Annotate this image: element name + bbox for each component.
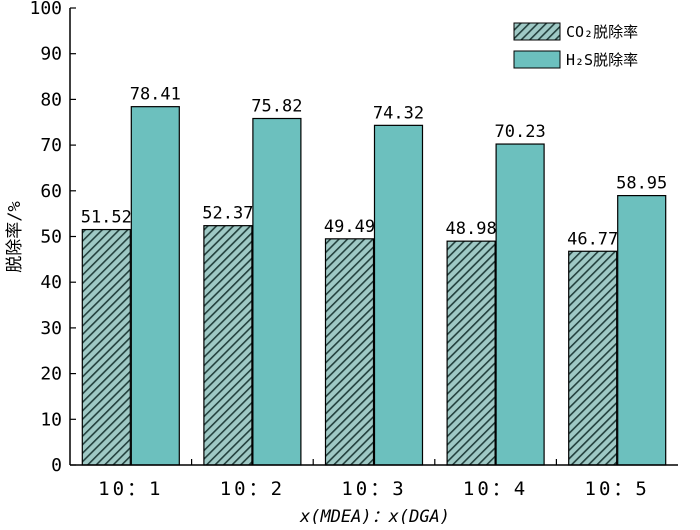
bar-h2s-1	[130, 106, 180, 466]
legend-swatch-h2s	[513, 50, 561, 69]
data-label-co2-3: 49.49	[324, 217, 375, 237]
x-category-label-2: 10：2	[220, 478, 285, 500]
bar-co2-1	[81, 228, 131, 466]
legend-swatch-co2	[513, 22, 561, 41]
y-tick-label-50: 50	[40, 227, 62, 248]
y-tick-label-90: 90	[40, 44, 62, 65]
y-tick-label-20: 20	[40, 364, 62, 385]
x-category-label-4: 10：4	[463, 478, 528, 500]
plot-area: 0 10 20 30 40 50 60 70 80 90 100 10：1 51.52 78.41 10：2…	[29, 0, 667, 500]
y-tick-label-70: 70	[40, 135, 62, 156]
legend-label-co2: CO₂脱除率	[566, 23, 638, 41]
bar-h2s-2	[252, 117, 302, 466]
y-tick-label-10: 10	[40, 409, 62, 430]
data-label-h2s-1: 78.41	[130, 85, 181, 105]
x-axis-title: x(MDEA)：x(DGA)	[299, 507, 450, 527]
bar-co2-2	[203, 225, 253, 466]
bar-h2s-5	[617, 194, 667, 466]
y-tick-label-40: 40	[40, 272, 62, 293]
y-tick-label-100: 100	[29, 0, 62, 19]
y-tick-label-60: 60	[40, 181, 62, 202]
data-label-co2-2: 52.37	[202, 204, 253, 224]
bar-co2-4	[446, 240, 496, 466]
data-label-co2-5: 46.77	[567, 229, 618, 249]
data-label-co2-1: 51.52	[81, 208, 132, 228]
bar-h2s-4	[495, 143, 545, 466]
y-axis-title: 脱除率/%	[5, 201, 25, 272]
x-category-label-3: 10：3	[341, 478, 406, 500]
legend: CO₂脱除率 H₂S脱除率	[513, 22, 638, 69]
bar-h2s-3	[373, 124, 424, 466]
y-tick-label-80: 80	[40, 89, 62, 110]
y-tick-label-30: 30	[40, 318, 62, 339]
x-category-label-5: 10：5	[585, 478, 650, 500]
data-label-h2s-3: 74.32	[373, 103, 424, 123]
data-label-h2s-4: 70.23	[495, 122, 546, 142]
data-label-h2s-2: 75.82	[251, 97, 302, 117]
x-category-label-1: 10：1	[98, 478, 163, 500]
data-label-co2-4: 48.98	[446, 219, 497, 239]
y-tick-label-0: 0	[51, 455, 62, 476]
data-label-h2s-5: 58.95	[616, 174, 667, 194]
legend-label-h2s: H₂S脱除率	[566, 51, 638, 69]
bar-co2-3	[324, 238, 375, 466]
bar-co2-5	[568, 250, 618, 466]
